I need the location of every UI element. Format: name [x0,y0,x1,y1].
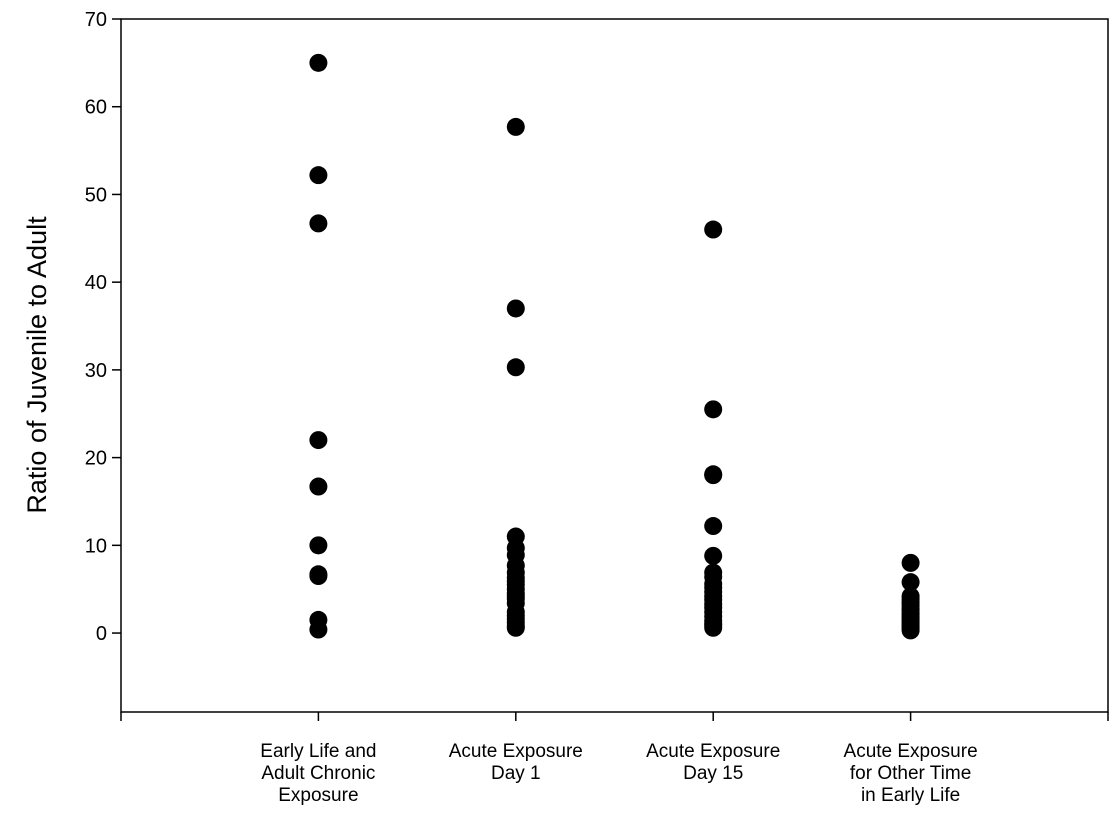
x-category-label-line: Acute Exposure [449,741,583,762]
x-category-label-line: for Other Time [850,763,971,784]
y-tick-label: 70 [85,9,107,31]
y-tick-label: 20 [85,448,107,470]
data-point [309,166,328,185]
data-point [309,477,328,496]
x-category-label-line: Acute Exposure [646,741,780,762]
x-category-label: Acute Exposure Day 1 [449,741,583,784]
plot-frame [120,18,1109,713]
data-point [704,220,723,239]
data-point [704,466,723,485]
y-tick-label: 10 [85,535,107,557]
x-category-label-line: Acute Exposure [844,741,978,762]
x-category-label: Acute Exposure for Other Time in Early Lif… [844,741,978,806]
data-point [704,517,723,536]
y-tick-label: 40 [85,272,107,294]
data-point [506,117,525,136]
x-category-label: Early Life and Adult Chronic Exposure [260,741,376,806]
data-point [901,553,920,572]
data-point [704,546,723,565]
data-point [506,299,525,318]
data-points [309,53,920,640]
x-axis-ticks: Early Life and Adult Chronic Exposure Acute… [120,712,1109,806]
x-category-label-line: in Early Life [861,785,960,806]
data-point [309,431,328,450]
x-category-label-line: Early Life and [260,741,376,762]
y-tick-label: 60 [85,97,107,119]
data-point [901,573,920,592]
data-point [704,400,723,419]
data-point [309,536,328,555]
data-point [309,620,328,639]
x-category-label-line: Day 15 [683,763,743,784]
data-point [309,567,328,586]
y-axis-ticks: 0 10 20 30 40 50 60 70 [85,9,121,645]
x-category-label-line: Adult Chronic [261,763,375,784]
y-tick-label: 30 [85,360,107,382]
data-point [506,618,525,637]
data-point [704,618,723,637]
x-category-label-line: Exposure [278,785,358,806]
data-point [309,53,328,72]
y-axis-title: Ratio of Juvenile to Adult [22,216,52,514]
data-point [506,358,525,377]
y-tick-label: 50 [85,184,107,206]
data-point [309,214,328,233]
x-category-label-line: Day 1 [491,763,541,784]
x-category-label: Acute Exposure Day 15 [646,741,780,784]
y-tick-label: 0 [96,623,107,645]
data-point [901,621,920,640]
